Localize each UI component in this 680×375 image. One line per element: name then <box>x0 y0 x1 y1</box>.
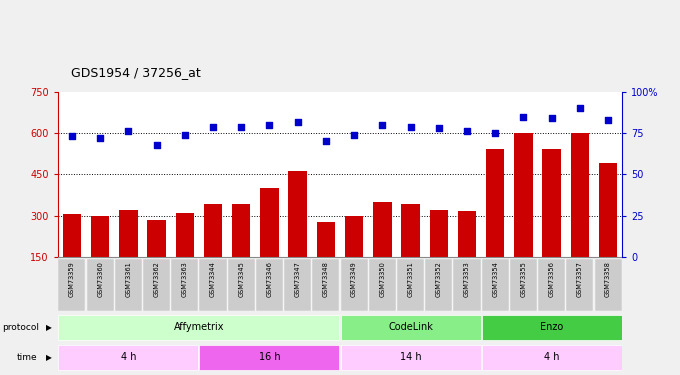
Bar <box>373 202 392 298</box>
Text: GSM73356: GSM73356 <box>549 261 555 297</box>
Bar <box>288 171 307 298</box>
Text: GSM73349: GSM73349 <box>351 261 357 297</box>
Text: GSM73358: GSM73358 <box>605 261 611 297</box>
Bar <box>143 259 170 311</box>
Bar <box>599 164 617 298</box>
Bar <box>341 259 368 311</box>
Bar <box>486 149 505 298</box>
Text: GSM73361: GSM73361 <box>125 261 131 297</box>
Bar <box>369 259 396 311</box>
Text: GDS1954 / 37256_at: GDS1954 / 37256_at <box>71 66 201 79</box>
Bar <box>63 214 81 298</box>
Bar <box>341 315 481 340</box>
Bar <box>481 259 509 311</box>
Bar <box>256 259 283 311</box>
Point <box>546 115 557 121</box>
Point <box>123 129 134 135</box>
Bar <box>58 315 339 340</box>
Text: GSM73362: GSM73362 <box>154 261 160 297</box>
Bar <box>58 259 86 311</box>
Text: 16 h: 16 h <box>258 352 280 362</box>
Point <box>236 123 247 129</box>
Text: GSM73359: GSM73359 <box>69 261 75 297</box>
Bar <box>284 259 311 311</box>
Bar <box>86 259 114 311</box>
Bar <box>199 259 226 311</box>
Text: GSM73355: GSM73355 <box>520 261 526 297</box>
Text: 4 h: 4 h <box>120 352 136 362</box>
Text: GSM73350: GSM73350 <box>379 261 386 297</box>
Text: Enzo: Enzo <box>540 322 563 332</box>
Bar <box>458 211 476 298</box>
Text: 14 h: 14 h <box>400 352 422 362</box>
Bar <box>341 345 481 370</box>
Bar <box>397 259 424 311</box>
Point <box>462 129 473 135</box>
Point <box>433 125 444 131</box>
Bar <box>171 259 199 311</box>
Bar <box>175 213 194 298</box>
Bar <box>538 259 565 311</box>
Bar <box>345 216 363 298</box>
Bar <box>543 149 561 298</box>
Point <box>349 132 360 138</box>
Point <box>377 122 388 128</box>
Bar <box>91 216 109 298</box>
Text: GSM73347: GSM73347 <box>294 261 301 297</box>
Text: time: time <box>17 352 37 362</box>
Bar <box>566 259 594 311</box>
Bar <box>481 315 622 340</box>
Bar <box>425 259 452 311</box>
Text: GSM73360: GSM73360 <box>97 261 103 297</box>
Bar <box>571 133 589 298</box>
Point <box>207 123 218 129</box>
Text: ▶: ▶ <box>46 322 52 332</box>
Text: GSM73346: GSM73346 <box>267 261 273 297</box>
Point <box>405 123 416 129</box>
Bar <box>401 204 420 298</box>
Text: GSM73352: GSM73352 <box>436 261 442 297</box>
Bar <box>317 222 335 298</box>
Point <box>151 142 162 148</box>
Bar <box>148 220 166 298</box>
Bar <box>510 259 537 311</box>
Point <box>518 114 529 120</box>
Point <box>490 130 500 136</box>
Bar <box>514 133 532 298</box>
Point <box>575 105 585 111</box>
Text: GSM73351: GSM73351 <box>407 261 413 297</box>
Point <box>264 122 275 128</box>
Bar <box>594 259 622 311</box>
Text: GSM73344: GSM73344 <box>210 261 216 297</box>
Text: protocol: protocol <box>2 322 39 332</box>
Bar <box>119 210 137 298</box>
Bar <box>232 204 250 298</box>
Point <box>95 135 105 141</box>
Bar <box>58 345 199 370</box>
Bar <box>228 259 255 311</box>
Bar <box>312 259 339 311</box>
Bar <box>481 345 622 370</box>
Point <box>602 117 613 123</box>
Text: GSM73345: GSM73345 <box>238 261 244 297</box>
Bar <box>430 210 448 298</box>
Point <box>180 132 190 138</box>
Text: ▶: ▶ <box>46 352 52 362</box>
Point <box>292 118 303 124</box>
Text: CodeLink: CodeLink <box>388 322 433 332</box>
Text: GSM73357: GSM73357 <box>577 261 583 297</box>
Bar <box>260 188 279 298</box>
Text: GSM73363: GSM73363 <box>182 261 188 297</box>
Text: Affymetrix: Affymetrix <box>173 322 224 332</box>
Text: GSM73354: GSM73354 <box>492 261 498 297</box>
Bar <box>115 259 142 311</box>
Point <box>320 138 331 144</box>
Text: GSM73353: GSM73353 <box>464 261 470 297</box>
Bar <box>199 345 339 370</box>
Bar <box>454 259 481 311</box>
Text: GSM73348: GSM73348 <box>323 261 329 297</box>
Point <box>67 134 78 140</box>
Bar <box>204 204 222 298</box>
Text: 4 h: 4 h <box>544 352 560 362</box>
